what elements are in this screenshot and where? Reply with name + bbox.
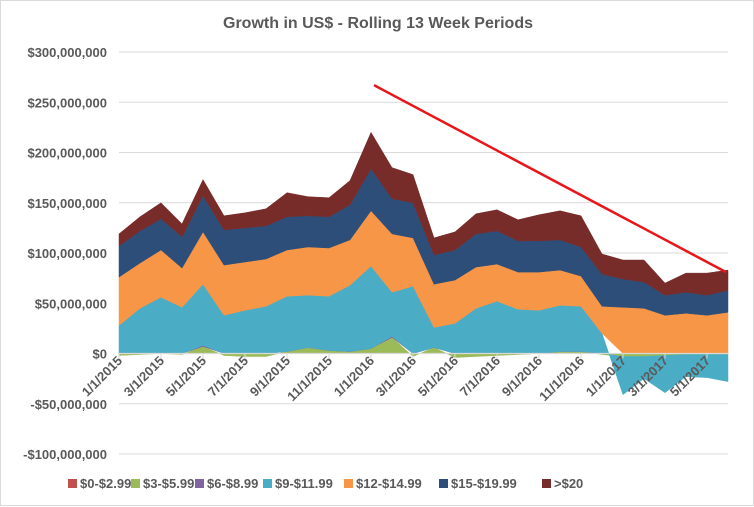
- y-tick-label: -$100,000,000: [23, 447, 107, 462]
- legend-label: $0-$2.99: [80, 476, 131, 491]
- legend-label: $15-$19.99: [451, 476, 517, 491]
- legend-item: $9-$11.99: [263, 476, 333, 491]
- trend-line: [373, 84, 727, 274]
- y-tick-label: $200,000,000: [27, 146, 107, 161]
- legend-item: $3-$5.99: [131, 476, 194, 491]
- legend-swatch: [439, 479, 448, 488]
- y-tick-label: $150,000,000: [27, 196, 107, 211]
- legend-item: $15-$19.99: [439, 476, 517, 491]
- legend-label: $12-$14.99: [356, 476, 422, 491]
- y-tick-label: $250,000,000: [27, 95, 107, 110]
- y-tick-label: $100,000,000: [27, 246, 107, 261]
- x-tick-label: 5/1/2016: [415, 353, 461, 399]
- y-tick-label: $300,000,000: [27, 45, 107, 60]
- x-tick-label: 1/1/2016: [331, 353, 377, 399]
- legend-swatch: [195, 479, 204, 488]
- x-tick-label: 11/1/2015: [284, 353, 335, 404]
- legend-swatch: [131, 479, 140, 488]
- legend-item: $6-$8.99: [195, 476, 258, 491]
- legend-label: $3-$5.99: [143, 476, 194, 491]
- stacked-areas: [118, 131, 729, 396]
- y-tick-label: $50,000,000: [35, 296, 107, 311]
- chart-title: Growth in US$ - Rolling 13 Week Periods: [223, 15, 533, 32]
- legend-item: $12-$14.99: [344, 476, 422, 491]
- legend-swatch: [542, 479, 551, 488]
- x-tick-label: 5/1/2015: [163, 353, 209, 399]
- x-tick-label: 7/1/2016: [457, 353, 503, 399]
- legend-label: $6-$8.99: [207, 476, 258, 491]
- legend: $0-$2.99 $3-$5.99 $6-$8.99 $9-$11.99 $12-$14…: [68, 476, 583, 491]
- legend-swatch: [344, 479, 353, 488]
- legend-swatch: [68, 479, 77, 488]
- y-tick-label: $0: [93, 347, 107, 362]
- y-axis: $300,000,000 $250,000,000 $200,000,000 $150…: [23, 45, 107, 462]
- legend-label: $9-$11.99: [275, 476, 333, 491]
- area-20: [118, 131, 729, 296]
- x-tick-label: 11/1/2016: [536, 353, 587, 404]
- legend-label: >$20: [554, 476, 583, 491]
- x-tick-label: 3/1/2016: [373, 353, 419, 399]
- annotations: [373, 84, 727, 274]
- y-tick-label: -$50,000,000: [30, 397, 107, 412]
- x-tick-label: 7/1/2015: [205, 353, 251, 399]
- legend-item: >$20: [542, 476, 583, 491]
- legend-swatch: [263, 479, 272, 488]
- x-tick-label: 3/1/2015: [121, 353, 167, 399]
- legend-item: $0-$2.99: [68, 476, 131, 491]
